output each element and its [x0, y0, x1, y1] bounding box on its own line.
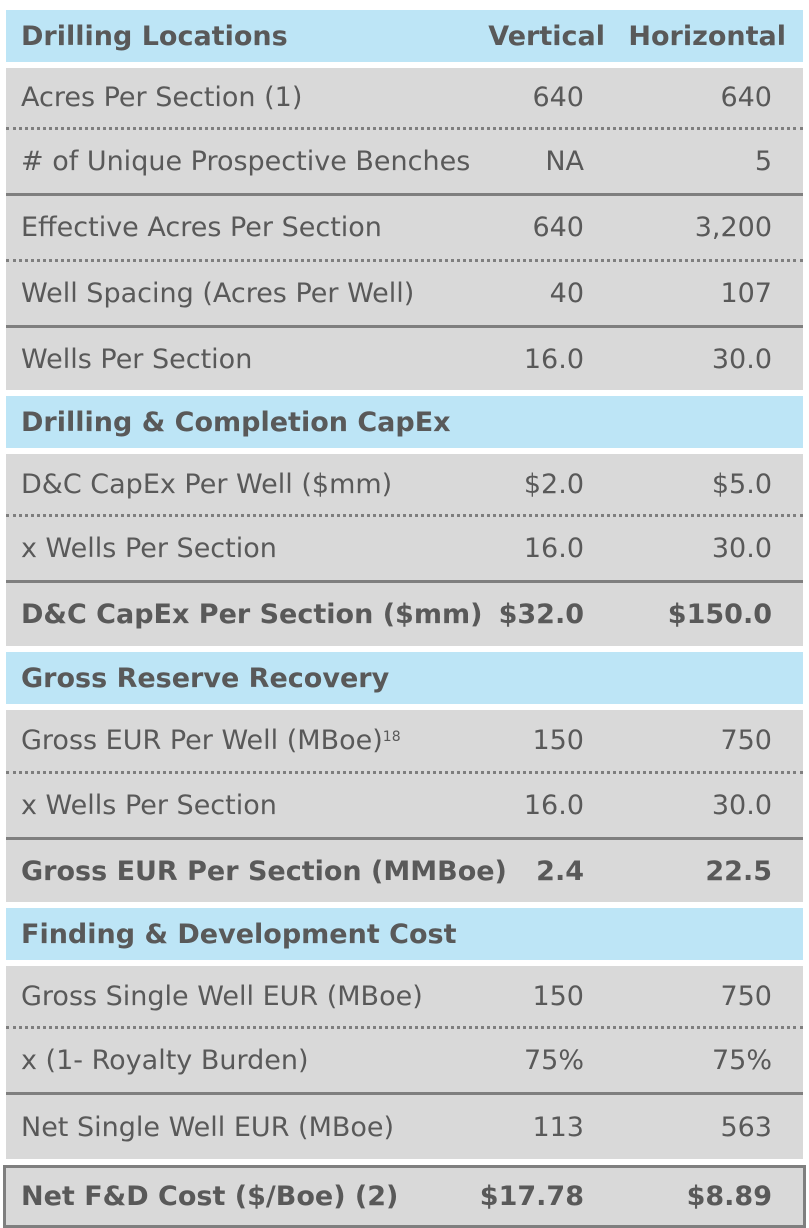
table-row: x Wells Per Section 16.0 30.0	[6, 774, 803, 840]
row-label: Gross Single Well EUR (MBoe)	[21, 980, 423, 1012]
section-title: Drilling Locations	[21, 20, 288, 52]
horizontal-value: 30.0	[711, 790, 772, 821]
table-row: x (1- Royalty Burden) 75% 75%	[6, 1029, 803, 1095]
horizontal-value: 640	[720, 82, 772, 113]
section-title: Drilling & Completion CapEx	[21, 406, 451, 438]
horizontal-value: $150.0	[667, 599, 772, 630]
row-label: Well Spacing (Acres Per Well)	[21, 278, 415, 309]
table-row: # of Unique Prospective Benches NA 5	[6, 130, 803, 196]
table-row: Net Single Well EUR (MBoe) 113 563	[6, 1095, 803, 1159]
section-header-drilling-locations: Drilling Locations Vertical Horizontal	[6, 10, 803, 62]
vertical-value: 150	[532, 980, 584, 1012]
row-label: x Wells Per Section	[21, 533, 277, 564]
table-row: D&C CapEx Per Well ($mm) $2.0 $5.0	[6, 454, 803, 517]
table-row: Wells Per Section 16.0 30.0	[6, 328, 803, 390]
vertical-value: $17.78	[479, 1181, 584, 1212]
vertical-value: 16.0	[523, 790, 584, 821]
table-row: Acres Per Section (1) 640 640	[6, 68, 803, 130]
horizontal-value: 30.0	[711, 533, 772, 564]
table-row: x Wells Per Section 16.0 30.0	[6, 517, 803, 583]
row-label: Net F&D Cost ($/Boe) (2)	[21, 1181, 399, 1212]
table-row-total: D&C CapEx Per Section ($mm) $32.0 $150.0	[6, 583, 803, 646]
vertical-value: $32.0	[498, 599, 584, 630]
vertical-value: 75%	[523, 1045, 584, 1076]
row-label: Gross EUR Per Section (MMBoe)	[21, 855, 507, 887]
row-label: x (1- Royalty Burden)	[21, 1045, 309, 1076]
horizontal-value: 750	[720, 725, 772, 756]
horizontal-value: 750	[720, 980, 772, 1012]
horizontal-value: 30.0	[711, 343, 772, 375]
horizontal-value: 22.5	[705, 855, 772, 887]
table-row-total: Gross EUR Per Section (MMBoe) 2.4 22.5	[6, 840, 803, 902]
section-title: Gross Reserve Recovery	[21, 662, 390, 694]
vertical-value: 40	[549, 278, 584, 309]
row-label: Net Single Well EUR (MBoe)	[21, 1111, 395, 1143]
vertical-value: 113	[532, 1111, 584, 1143]
horizontal-value: 563	[720, 1111, 772, 1143]
horizontal-value: 107	[720, 278, 772, 309]
vertical-value: 16.0	[523, 343, 584, 375]
row-label: D&C CapEx Per Well ($mm)	[21, 468, 393, 500]
section-header-capex: Drilling & Completion CapEx	[6, 396, 803, 448]
section-header-reserve: Gross Reserve Recovery	[6, 652, 803, 704]
row-label: Wells Per Section	[21, 343, 253, 375]
column-header-horizontal: Horizontal	[628, 20, 786, 52]
horizontal-value: 75%	[711, 1045, 772, 1076]
table-row: Effective Acres Per Section 640 3,200	[6, 196, 803, 262]
row-label: Gross EUR Per Well (MBoe) 18	[21, 725, 401, 756]
horizontal-value: 5	[754, 146, 772, 177]
row-label: Acres Per Section (1)	[21, 82, 303, 113]
vertical-value: NA	[545, 146, 584, 177]
horizontal-value: $8.89	[686, 1181, 772, 1212]
section-title: Finding & Development Cost	[21, 918, 457, 950]
table-row: Gross EUR Per Well (MBoe) 18 150 750	[6, 710, 803, 774]
economics-table: Drilling Locations Vertical Horizontal A…	[3, 10, 806, 1228]
vertical-value: 640	[532, 212, 584, 243]
horizontal-value: 3,200	[694, 212, 772, 243]
vertical-value: 150	[532, 725, 584, 756]
table-row: Well Spacing (Acres Per Well) 40 107	[6, 262, 803, 328]
vertical-value: 16.0	[523, 533, 584, 564]
row-label: # of Unique Prospective Benches	[21, 146, 471, 177]
horizontal-value: $5.0	[711, 468, 772, 500]
row-label: Effective Acres Per Section	[21, 212, 382, 243]
section-header-fd-cost: Finding & Development Cost	[6, 908, 803, 960]
vertical-value: 2.4	[536, 855, 584, 887]
row-label: D&C CapEx Per Section ($mm)	[21, 599, 483, 630]
row-label: x Wells Per Section	[21, 790, 277, 821]
row-label-text: Gross EUR Per Well (MBoe)	[21, 725, 383, 756]
table-row-result: Net F&D Cost ($/Boe) (2) $17.78 $8.89	[3, 1165, 806, 1228]
vertical-value: 640	[532, 82, 584, 113]
column-header-vertical: Vertical	[488, 20, 605, 52]
table-row: Gross Single Well EUR (MBoe) 150 750	[6, 966, 803, 1029]
vertical-value: $2.0	[523, 468, 584, 500]
